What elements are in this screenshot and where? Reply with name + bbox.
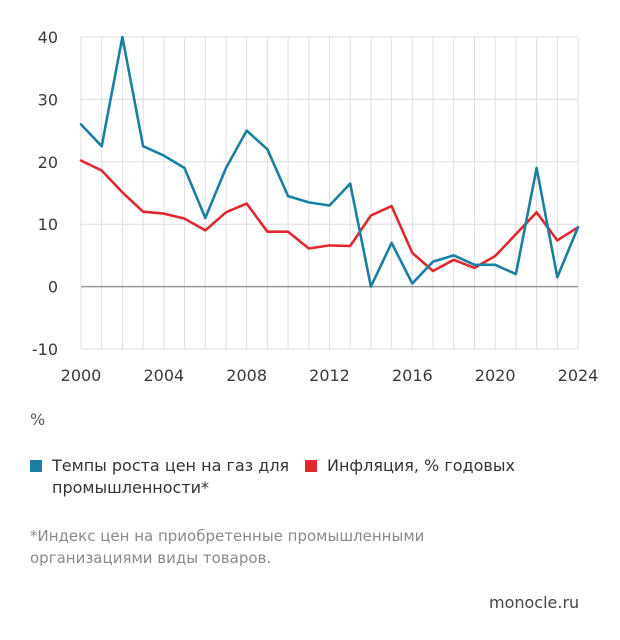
series-line-gas-prices [79, 35, 580, 288]
legend-label-gas-prices: Темпы роста цен на газ для промышленност… [52, 456, 290, 497]
x-tick-label: 2012 [309, 366, 350, 385]
unit-label: % [30, 410, 46, 429]
line-chart: -10 0 10 20 30 40 2000 2004 2008 2012 2016 2020 2024 [32, 28, 599, 385]
y-tick-label: 10 [38, 215, 58, 234]
footnote: *Индекс цен на приобретенные промышленны… [30, 527, 425, 567]
y-tick-label: 40 [38, 28, 58, 47]
x-tick-label: 2024 [558, 366, 599, 385]
legend-swatch-inflation [305, 460, 317, 472]
x-tick-label: 2008 [226, 366, 267, 385]
y-tick-label: -10 [32, 340, 58, 359]
x-tick-label: 2016 [392, 366, 433, 385]
x-tick-label: 2004 [143, 366, 184, 385]
y-tick-label: 0 [48, 278, 58, 297]
x-tick-label: 2000 [61, 366, 102, 385]
legend-swatch-gas-prices [30, 460, 42, 472]
y-tick-label: 20 [38, 153, 58, 172]
legend-label-inflation: Инфляция, % годовых [327, 456, 515, 475]
source-label: monocle.ru [489, 593, 580, 612]
y-tick-label: 30 [38, 90, 58, 109]
x-tick-label: 2020 [475, 366, 516, 385]
series-line-inflation [79, 159, 580, 273]
